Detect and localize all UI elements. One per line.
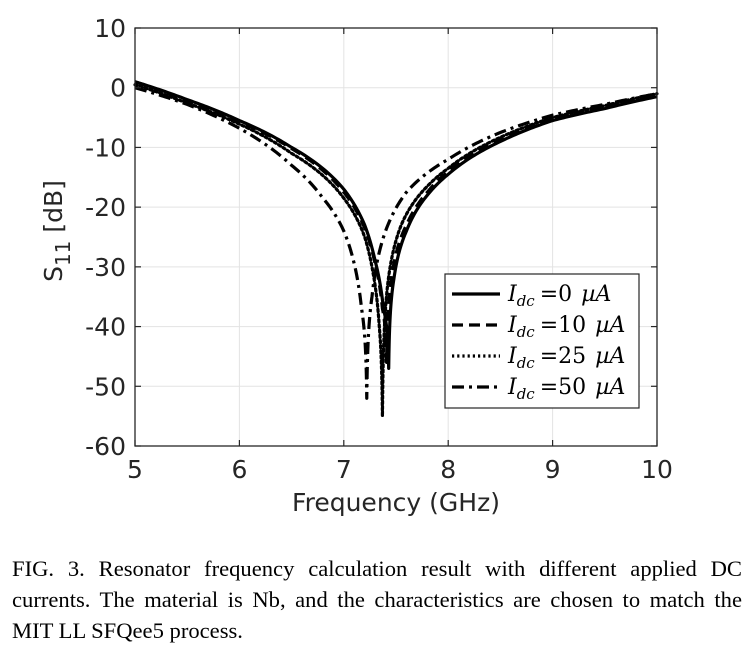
y-axis-label-unit: [dB]	[39, 180, 68, 233]
x-tick-label: 6	[231, 455, 247, 484]
legend-label: Idc =0 µA	[507, 282, 611, 310]
x-tick-labels: 5 6 7 8 9 10	[127, 455, 673, 484]
series-lines	[133, 80, 659, 418]
legend-label-value: =25	[540, 344, 586, 369]
x-tick-label: 9	[545, 455, 561, 484]
legend-label-prefix: I	[507, 375, 518, 400]
legend-label-subscript: dc	[517, 292, 536, 310]
x-tick-label: 5	[127, 455, 143, 484]
legend-label-prefix: I	[507, 282, 518, 307]
y-axis-label-subscript: 11	[51, 241, 75, 266]
x-axis-label: Frequency (GHz)	[292, 488, 500, 517]
x-tick-label: 10	[641, 455, 673, 484]
series-line-dotted	[133, 83, 659, 418]
legend-label: Idc =10 µA	[507, 313, 625, 341]
x-tick-label: 7	[336, 455, 352, 484]
legend-label-unit: µA	[595, 313, 625, 338]
legend-label-value: =10	[540, 313, 586, 338]
y-axis-label-main: S	[39, 266, 68, 282]
y-tick-label: -60	[85, 432, 126, 461]
series-line-dashed	[134, 80, 658, 364]
y-tick-label: 10	[94, 14, 126, 43]
legend-label-unit: µA	[595, 375, 625, 400]
legend-label-unit: µA	[595, 344, 625, 369]
y-tick-labels: 10 0 -10 -20 -30 -40 -50 -60	[85, 14, 126, 461]
y-tick-label: -50	[85, 372, 126, 401]
x-tick-label: 8	[440, 455, 456, 484]
legend-label-prefix: I	[507, 313, 518, 338]
legend-label-subscript: dc	[517, 354, 536, 372]
series-line-dashdot	[134, 86, 658, 400]
legend-label: Idc =50 µA	[507, 375, 625, 403]
legend-label-value: =50	[540, 375, 586, 400]
legend-label-subscript: dc	[517, 323, 536, 341]
legend-label-prefix: I	[507, 344, 518, 369]
y-axis-label: S11 [dB]	[39, 180, 75, 282]
legend-label-value: =0	[540, 282, 572, 307]
y-tick-label: -10	[85, 133, 126, 162]
y-tick-label: -20	[85, 193, 126, 222]
y-tick-label: -40	[85, 313, 126, 342]
y-tick-label: -30	[85, 253, 126, 282]
plot-frame	[134, 27, 658, 447]
legend-label: Idc =25 µA	[507, 344, 625, 372]
legend-label-subscript: dc	[517, 385, 536, 403]
legend-label-unit: µA	[581, 282, 611, 307]
figure-caption: FIG. 3. Resonator frequency calculation …	[12, 556, 742, 643]
y-tick-label: 0	[110, 74, 126, 103]
ticks	[134, 27, 658, 447]
s11-frequency-chart: 5 6 7 8 9 10 10 0 -10 -20 -30 -40 -50 -60 Frequency …	[39, 14, 673, 517]
